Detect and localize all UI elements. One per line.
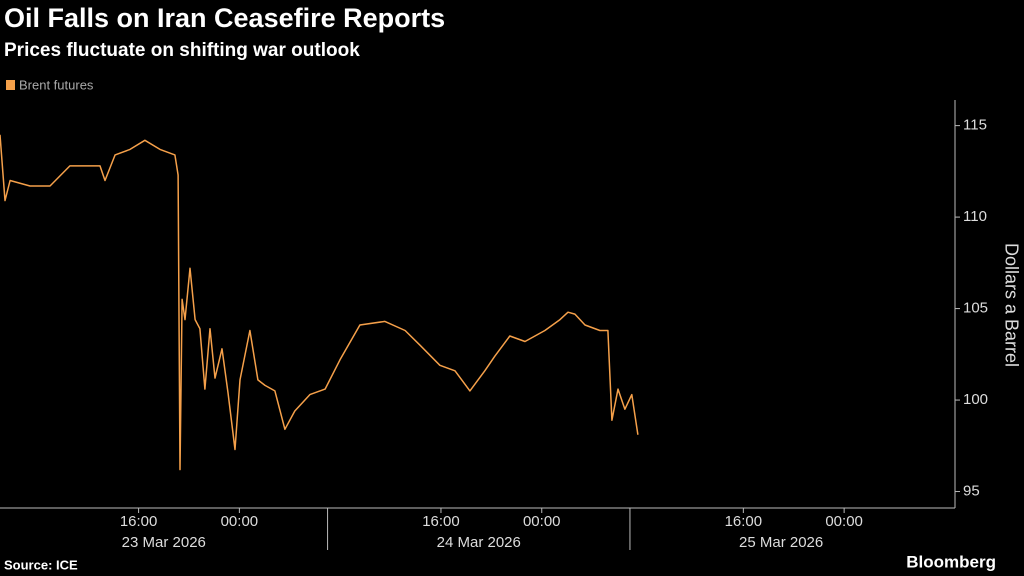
x-tick-label: 00:00 <box>825 513 863 530</box>
y-tick-label: 100 <box>963 391 988 408</box>
chart-title: Oil Falls on Iran Ceasefire Reports <box>4 3 445 33</box>
x-tick-label: 16:00 <box>422 513 460 530</box>
date-label: 24 Mar 2026 <box>437 534 521 551</box>
date-label: 25 Mar 2026 <box>739 534 823 551</box>
price-line <box>0 134 639 471</box>
brand: Bloomberg <box>906 552 996 571</box>
date-label: 23 Mar 2026 <box>122 534 206 551</box>
x-tick-label: 00:00 <box>523 513 561 530</box>
y-axis-title: Dollars a Barrel <box>1001 243 1021 367</box>
y-tick-label: 110 <box>963 208 987 225</box>
x-tick-label: 00:00 <box>221 513 259 530</box>
x-tick-label: 16:00 <box>725 513 763 530</box>
y-tick-label: 105 <box>963 300 988 317</box>
source: Source: ICE <box>4 557 78 572</box>
legend-swatch <box>6 80 15 90</box>
y-tick-label: 95 <box>963 483 980 500</box>
x-tick-label: 16:00 <box>120 513 158 530</box>
legend-label: Brent futures <box>19 77 94 92</box>
chart-subtitle: Prices fluctuate on shifting war outlook <box>4 40 360 61</box>
y-tick-label: 115 <box>963 117 987 134</box>
